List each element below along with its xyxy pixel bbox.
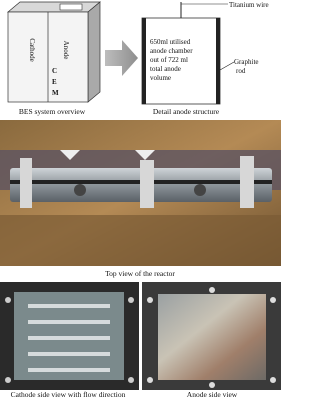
caption: Detail anode structure <box>153 107 220 116</box>
rod-label: rod <box>236 67 246 75</box>
chamber-text: anode chamber <box>150 47 193 55</box>
cem-letter: M <box>52 89 59 97</box>
chamber-text: 650ml utilised <box>150 38 191 46</box>
chamber-text: volume <box>150 74 171 82</box>
cathode-photo <box>0 282 139 390</box>
caption: Anode side view <box>187 390 238 399</box>
bes-diagram: Cathode Anode C E M <box>7 1 101 103</box>
caption: BES system overview <box>19 107 86 116</box>
cem-letter: C <box>52 67 57 75</box>
anode-diagram: 650ml utilised anode chamber out of 722 … <box>141 2 235 105</box>
chamber-text: total anode <box>150 65 181 73</box>
arrow <box>105 40 138 76</box>
caption: Cathode side view with flow direction <box>11 390 126 399</box>
top-view-photo <box>0 120 281 266</box>
cathode-label: Cathode <box>28 38 36 61</box>
wire-label: Titanium wire <box>229 1 269 9</box>
anode-photo <box>142 282 281 390</box>
rod-label: Graphite <box>234 58 259 66</box>
figure: Cathode Anode C E M BES system overview … <box>0 1 281 399</box>
anode-label: Anode <box>62 41 70 60</box>
cem-letter: E <box>52 78 57 86</box>
caption: Top view of the reactor <box>105 269 175 278</box>
chamber-text: out of 722 ml <box>150 56 188 64</box>
